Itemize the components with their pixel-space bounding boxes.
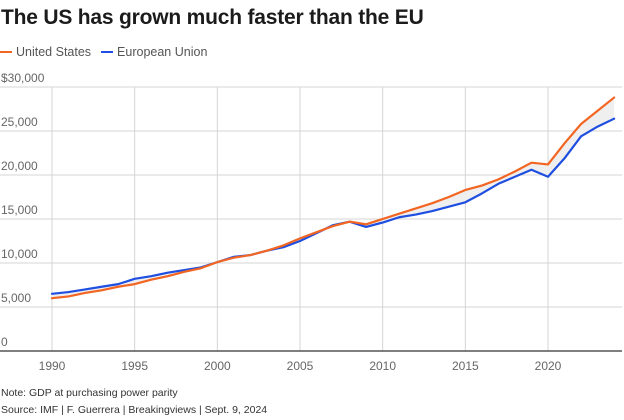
chart-title: The US has grown much faster than the EU: [1, 6, 424, 29]
y-tick-label: 25,000: [1, 115, 38, 129]
legend-item-us: United States: [0, 45, 91, 59]
x-tick-label: 1995: [121, 359, 148, 373]
x-tick-label: 2005: [287, 359, 314, 373]
axes: 0 5,000 10,000 15,000 20,000 25,000 $30,000 199…: [0, 71, 622, 373]
y-tick-label: 0: [1, 335, 8, 349]
legend-item-eu: European Union: [101, 45, 207, 59]
european-union-line: [50, 117, 616, 295]
source-text: Source: IMF | F. Guerrera | Breakingview…: [1, 404, 268, 416]
legend-swatch-eu: [101, 51, 114, 53]
x-tick-label: 2010: [369, 359, 396, 373]
series-lines: [50, 96, 616, 300]
legend-label-eu: European Union: [117, 45, 208, 59]
y-tick-label: 15,000: [1, 203, 38, 217]
y-tick-label: 20,000: [1, 159, 38, 173]
y-tick-label: $30,000: [1, 71, 45, 85]
x-tick-label: 2000: [204, 359, 231, 373]
united-states-line: [50, 96, 616, 300]
legend: United States European Union: [0, 45, 217, 59]
x-tick-label: 2020: [535, 359, 562, 373]
x-tick-label: 1990: [39, 359, 66, 373]
note-text: Note: GDP at purchasing power parity: [1, 387, 178, 399]
legend-label-us: United States: [16, 45, 92, 59]
gap-area: [52, 97, 615, 299]
grid: [0, 86, 622, 351]
y-tick-label: 5,000: [1, 291, 31, 305]
gap-area-layer: [52, 97, 615, 299]
legend-swatch-us: [0, 51, 12, 53]
x-tick-label: 2015: [452, 359, 479, 373]
y-tick-label: 10,000: [1, 247, 38, 261]
